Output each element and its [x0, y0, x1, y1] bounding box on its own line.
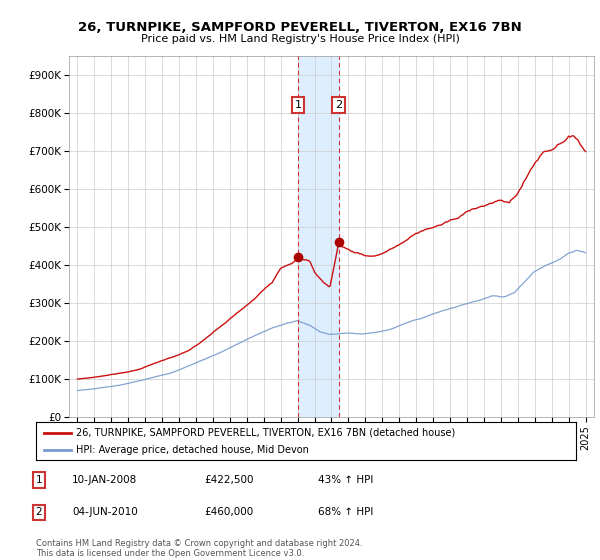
Text: Price paid vs. HM Land Registry's House Price Index (HPI): Price paid vs. HM Land Registry's House … [140, 34, 460, 44]
Text: 26, TURNPIKE, SAMPFORD PEVERELL, TIVERTON, EX16 7BN: 26, TURNPIKE, SAMPFORD PEVERELL, TIVERTO… [78, 21, 522, 34]
Text: 43% ↑ HPI: 43% ↑ HPI [318, 475, 373, 485]
Text: This data is licensed under the Open Government Licence v3.0.: This data is licensed under the Open Gov… [36, 549, 304, 558]
Text: 04-JUN-2010: 04-JUN-2010 [72, 507, 138, 517]
Text: 10-JAN-2008: 10-JAN-2008 [72, 475, 137, 485]
Text: 2: 2 [35, 507, 43, 517]
Text: HPI: Average price, detached house, Mid Devon: HPI: Average price, detached house, Mid … [77, 445, 310, 455]
Text: 68% ↑ HPI: 68% ↑ HPI [318, 507, 373, 517]
Text: 1: 1 [295, 100, 302, 110]
Text: £422,500: £422,500 [204, 475, 254, 485]
Text: 2: 2 [335, 100, 342, 110]
Text: 26, TURNPIKE, SAMPFORD PEVERELL, TIVERTON, EX16 7BN (detached house): 26, TURNPIKE, SAMPFORD PEVERELL, TIVERTO… [77, 427, 456, 437]
Text: £460,000: £460,000 [204, 507, 253, 517]
Bar [298, 56, 338, 417]
Text: 1: 1 [35, 475, 43, 485]
Text: Contains HM Land Registry data © Crown copyright and database right 2024.: Contains HM Land Registry data © Crown c… [36, 539, 362, 548]
